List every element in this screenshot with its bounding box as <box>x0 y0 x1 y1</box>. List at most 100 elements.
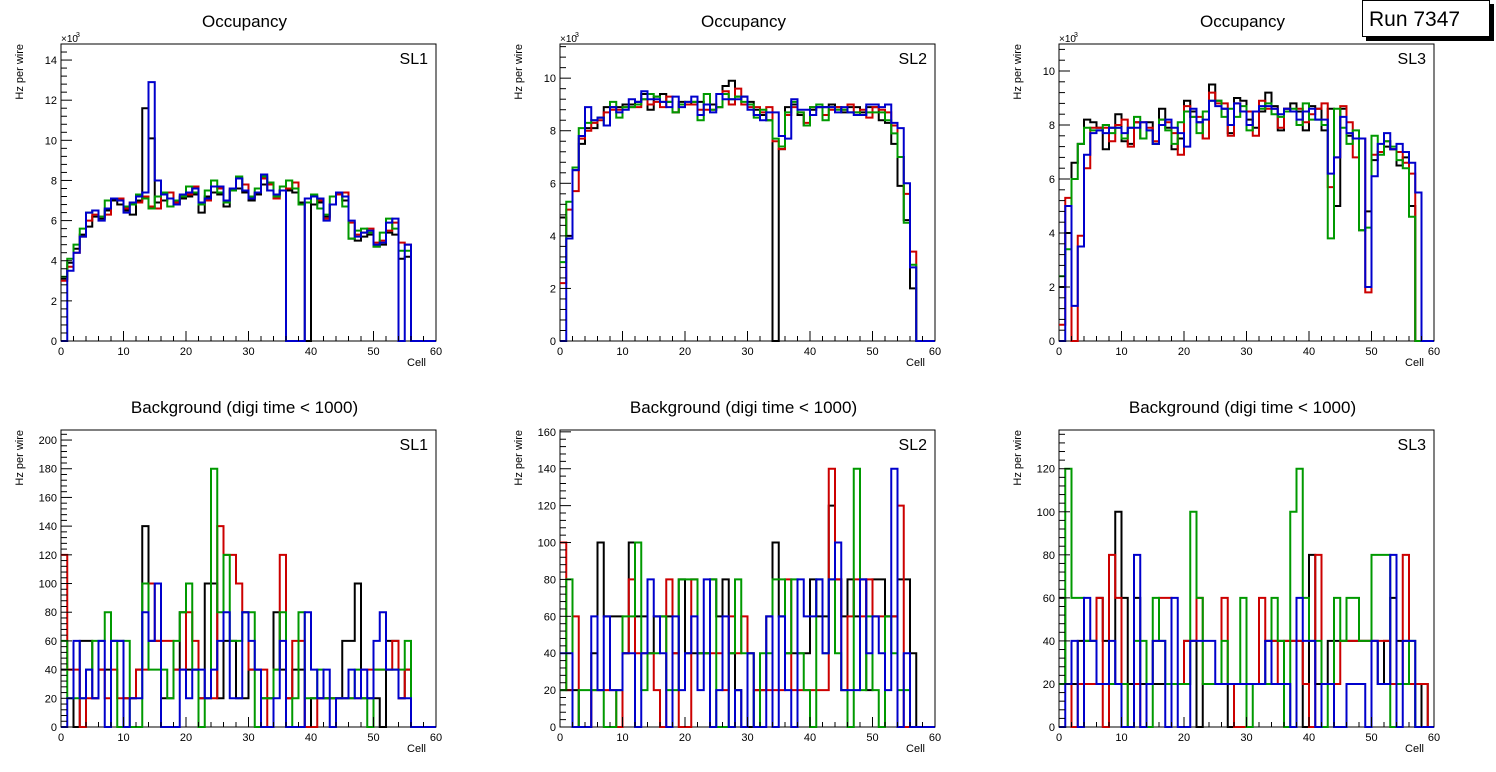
superlayer-label: SL3 <box>1398 437 1427 454</box>
y-tick-label: 8 <box>550 126 556 138</box>
x-tick-label: 40 <box>804 732 816 744</box>
x-axis-title: Cell <box>906 357 925 369</box>
y-tick-label: 40 <box>544 648 556 660</box>
y-tick-label: 6 <box>51 216 57 228</box>
y-tick-label: 40 <box>1043 636 1055 648</box>
y-tick-label: 8 <box>1049 120 1055 132</box>
x-tick-label: 30 <box>1240 732 1252 744</box>
x-tick-label: 10 <box>616 346 628 358</box>
x-axis-title: Cell <box>1405 357 1424 369</box>
histogram-panel-6: Background (digi time < 1000) 0 10 20 30 40 50… <box>1012 398 1440 755</box>
y-tick-label: 14 <box>45 55 57 67</box>
series-blue <box>61 81 436 342</box>
y-tick-label: 2 <box>550 283 556 295</box>
y-tick-label: 0 <box>550 722 556 734</box>
x-tick-label: 30 <box>741 346 753 358</box>
x-tick-label: 20 <box>1178 346 1190 358</box>
x-tick-label: 60 <box>430 732 442 744</box>
superlayer-label: SL1 <box>400 437 429 454</box>
series-blue <box>1059 553 1434 728</box>
x-tick-label: 40 <box>804 346 816 358</box>
y-tick-label: 4 <box>51 256 57 268</box>
y-tick-label: 0 <box>1049 336 1055 348</box>
y-axis-title: Hz per wire <box>1012 430 1024 486</box>
series-blue <box>560 467 935 728</box>
y-exponent-label: ×10 <box>61 34 78 45</box>
y-tick-label: 80 <box>45 607 57 619</box>
y-tick-label: 10 <box>544 73 556 85</box>
run-label-box: Run 7347 <box>1362 0 1490 37</box>
x-tick-label: 50 <box>866 346 878 358</box>
x-tick-label: 10 <box>1115 346 1127 358</box>
superlayer-label: SL3 <box>1398 51 1427 68</box>
chart-title: Background (digi time < 1000) <box>630 398 857 417</box>
y-tick-label: 0 <box>51 336 57 348</box>
y-tick-label: 20 <box>544 685 556 697</box>
y-tick-label: 10 <box>1043 66 1055 78</box>
x-tick-label: 50 <box>1365 732 1377 744</box>
y-tick-label: 100 <box>538 538 556 550</box>
y-tick-label: 0 <box>550 336 556 348</box>
x-tick-label: 20 <box>180 732 192 744</box>
x-axis-title: Cell <box>407 357 426 369</box>
run-label: Run 7347 <box>1369 8 1461 31</box>
x-tick-label: 30 <box>242 732 254 744</box>
x-tick-label: 0 <box>557 346 563 358</box>
chart-title: Occupancy <box>202 12 288 31</box>
series-blue <box>560 90 935 342</box>
plot-frame <box>559 43 936 342</box>
x-tick-label: 10 <box>616 732 628 744</box>
y-tick-label: 4 <box>550 231 556 243</box>
y-tick-label: 40 <box>45 665 57 677</box>
histogram-panel-1: Occupancy 0 10 20 30 40 50 60 0 2 4 6 8 10 12 14 ×103 Cel… <box>14 12 442 369</box>
series-blue <box>1059 99 1434 342</box>
x-tick-label: 30 <box>1240 346 1252 358</box>
x-tick-label: 0 <box>58 346 64 358</box>
series-green <box>560 92 935 342</box>
x-tick-label: 20 <box>1178 732 1190 744</box>
y-tick-label: 20 <box>45 693 57 705</box>
superlayer-label: SL2 <box>899 437 928 454</box>
x-tick-label: 10 <box>1115 732 1127 744</box>
y-tick-label: 160 <box>39 492 57 504</box>
y-exponent-label: ×10 <box>1059 34 1076 45</box>
y-tick-label: 120 <box>39 550 57 562</box>
y-tick-label: 100 <box>1037 507 1055 519</box>
x-tick-label: 40 <box>305 732 317 744</box>
chart-title: Background (digi time < 1000) <box>1129 398 1356 417</box>
y-tick-label: 2 <box>51 296 57 308</box>
y-tick-label: 60 <box>544 611 556 623</box>
x-tick-label: 60 <box>430 346 442 358</box>
y-tick-label: 140 <box>39 521 57 533</box>
x-tick-label: 10 <box>117 346 129 358</box>
x-tick-label: 30 <box>242 346 254 358</box>
y-axis-title: Hz per wire <box>14 44 26 100</box>
y-exponent-power: 3 <box>76 32 80 39</box>
x-tick-label: 40 <box>1303 346 1315 358</box>
x-tick-label: 20 <box>679 732 691 744</box>
x-tick-label: 60 <box>1428 346 1440 358</box>
series-black <box>560 79 935 342</box>
y-tick-label: 0 <box>51 722 57 734</box>
x-tick-label: 20 <box>180 346 192 358</box>
y-tick-label: 60 <box>1043 593 1055 605</box>
x-tick-label: 50 <box>1365 346 1377 358</box>
y-tick-label: 140 <box>538 464 556 476</box>
y-exponent-power: 3 <box>575 32 579 39</box>
histogram-panel-2: Occupancy 0 10 20 30 40 50 60 0 2 4 6 8 10 ×103 Cell Hz … <box>513 12 941 369</box>
series-blue <box>61 582 436 728</box>
x-tick-label: 0 <box>1056 732 1062 744</box>
x-tick-label: 10 <box>117 732 129 744</box>
x-tick-label: 40 <box>305 346 317 358</box>
y-tick-label: 120 <box>1037 464 1055 476</box>
series-black <box>61 107 436 342</box>
histogram-panel-3: Occupancy 0 10 20 30 40 50 60 0 2 4 6 8 10 ×103 Cell Hz … <box>1012 12 1440 369</box>
y-axis-title: Hz per wire <box>513 430 525 486</box>
y-tick-label: 200 <box>39 435 57 447</box>
x-axis-title: Cell <box>407 743 426 755</box>
x-tick-label: 40 <box>1303 732 1315 744</box>
series-red <box>560 87 935 342</box>
x-tick-label: 30 <box>741 732 753 744</box>
x-tick-label: 60 <box>1428 732 1440 744</box>
